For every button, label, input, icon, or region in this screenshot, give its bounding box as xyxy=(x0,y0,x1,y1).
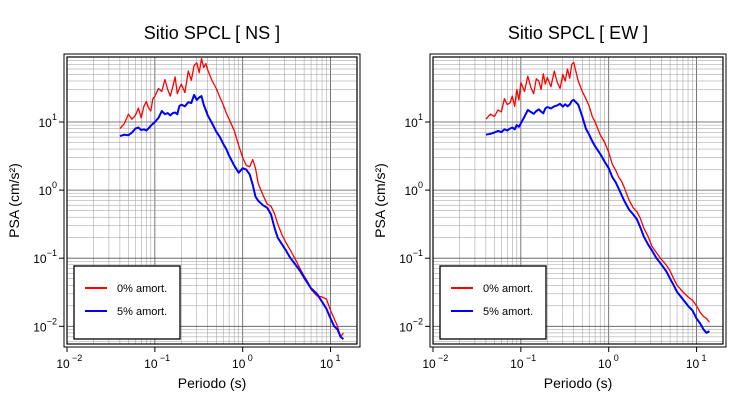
y-tick-label: 10 xyxy=(33,252,47,266)
y-tick-exponent: −1 xyxy=(413,248,423,258)
grid xyxy=(66,56,358,344)
legend: 0% amort. 5% amort. xyxy=(73,265,181,340)
y-tick-label: 10 xyxy=(38,184,52,198)
series-line-amort-5 xyxy=(119,93,345,340)
y-tick-exponent: 0 xyxy=(52,180,57,190)
legend: 0% amort. 5% amort. xyxy=(439,265,547,340)
y-tick-label: 10 xyxy=(399,320,413,334)
y-tick-label: 10 xyxy=(38,116,52,130)
x-tick-exponent: 1 xyxy=(336,353,341,363)
x-tick-exponent: 0 xyxy=(248,353,253,363)
y-tick-exponent: 1 xyxy=(52,112,57,122)
plot-frame-outer xyxy=(63,53,361,348)
chart-title: Sitio SPCL [ EW ] xyxy=(508,23,648,43)
x-axis-label: Periodo (s) xyxy=(544,375,612,391)
x-axis-label: Periodo (s) xyxy=(178,375,246,391)
legend-label: 5% amort. xyxy=(483,306,533,318)
legend-box xyxy=(439,265,547,340)
x-tick-label: 10 xyxy=(232,357,246,371)
y-tick-label: 10 xyxy=(404,116,418,130)
legend-label: 0% amort. xyxy=(117,283,167,295)
x-tick-exponent: −2 xyxy=(438,353,448,363)
x-tick-exponent: −2 xyxy=(72,353,82,363)
series-line-amort-0 xyxy=(119,58,344,338)
series-line-amort-0 xyxy=(485,61,710,323)
x-tick-label: 10 xyxy=(686,357,700,371)
plot-frame xyxy=(432,56,724,345)
y-tick-label: 10 xyxy=(404,184,418,198)
y-tick-exponent: 0 xyxy=(418,180,423,190)
x-tick-label: 10 xyxy=(56,357,70,371)
y-tick-exponent: 1 xyxy=(418,112,423,122)
legend-label: 5% amort. xyxy=(117,306,167,318)
x-tick-exponent: 1 xyxy=(702,353,707,363)
x-tick-label: 10 xyxy=(510,357,524,371)
x-tick-label: 10 xyxy=(422,357,436,371)
series-line-amort-5 xyxy=(485,99,710,334)
x-tick-exponent: −1 xyxy=(160,353,170,363)
legend-box xyxy=(73,265,181,340)
y-tick-label: 10 xyxy=(33,320,47,334)
y-tick-exponent: −2 xyxy=(413,316,423,326)
x-tick-exponent: −1 xyxy=(526,353,536,363)
chart-title: Sitio SPCL [ NS ] xyxy=(144,23,280,43)
y-tick-label: 10 xyxy=(399,252,413,266)
x-tick-label: 10 xyxy=(598,357,612,371)
x-tick-label: 10 xyxy=(320,357,334,371)
plot-frame xyxy=(66,56,358,345)
x-tick-exponent: 0 xyxy=(614,353,619,363)
y-tick-exponent: −2 xyxy=(47,316,57,326)
x-tick-label: 10 xyxy=(144,357,158,371)
legend-label: 0% amort. xyxy=(483,283,533,295)
y-axis-label: PSA (cm/s²) xyxy=(372,163,388,238)
plot-frame-outer xyxy=(429,53,727,348)
y-axis-label: PSA (cm/s²) xyxy=(6,163,22,238)
y-tick-exponent: −1 xyxy=(47,248,57,258)
grid xyxy=(432,56,724,344)
